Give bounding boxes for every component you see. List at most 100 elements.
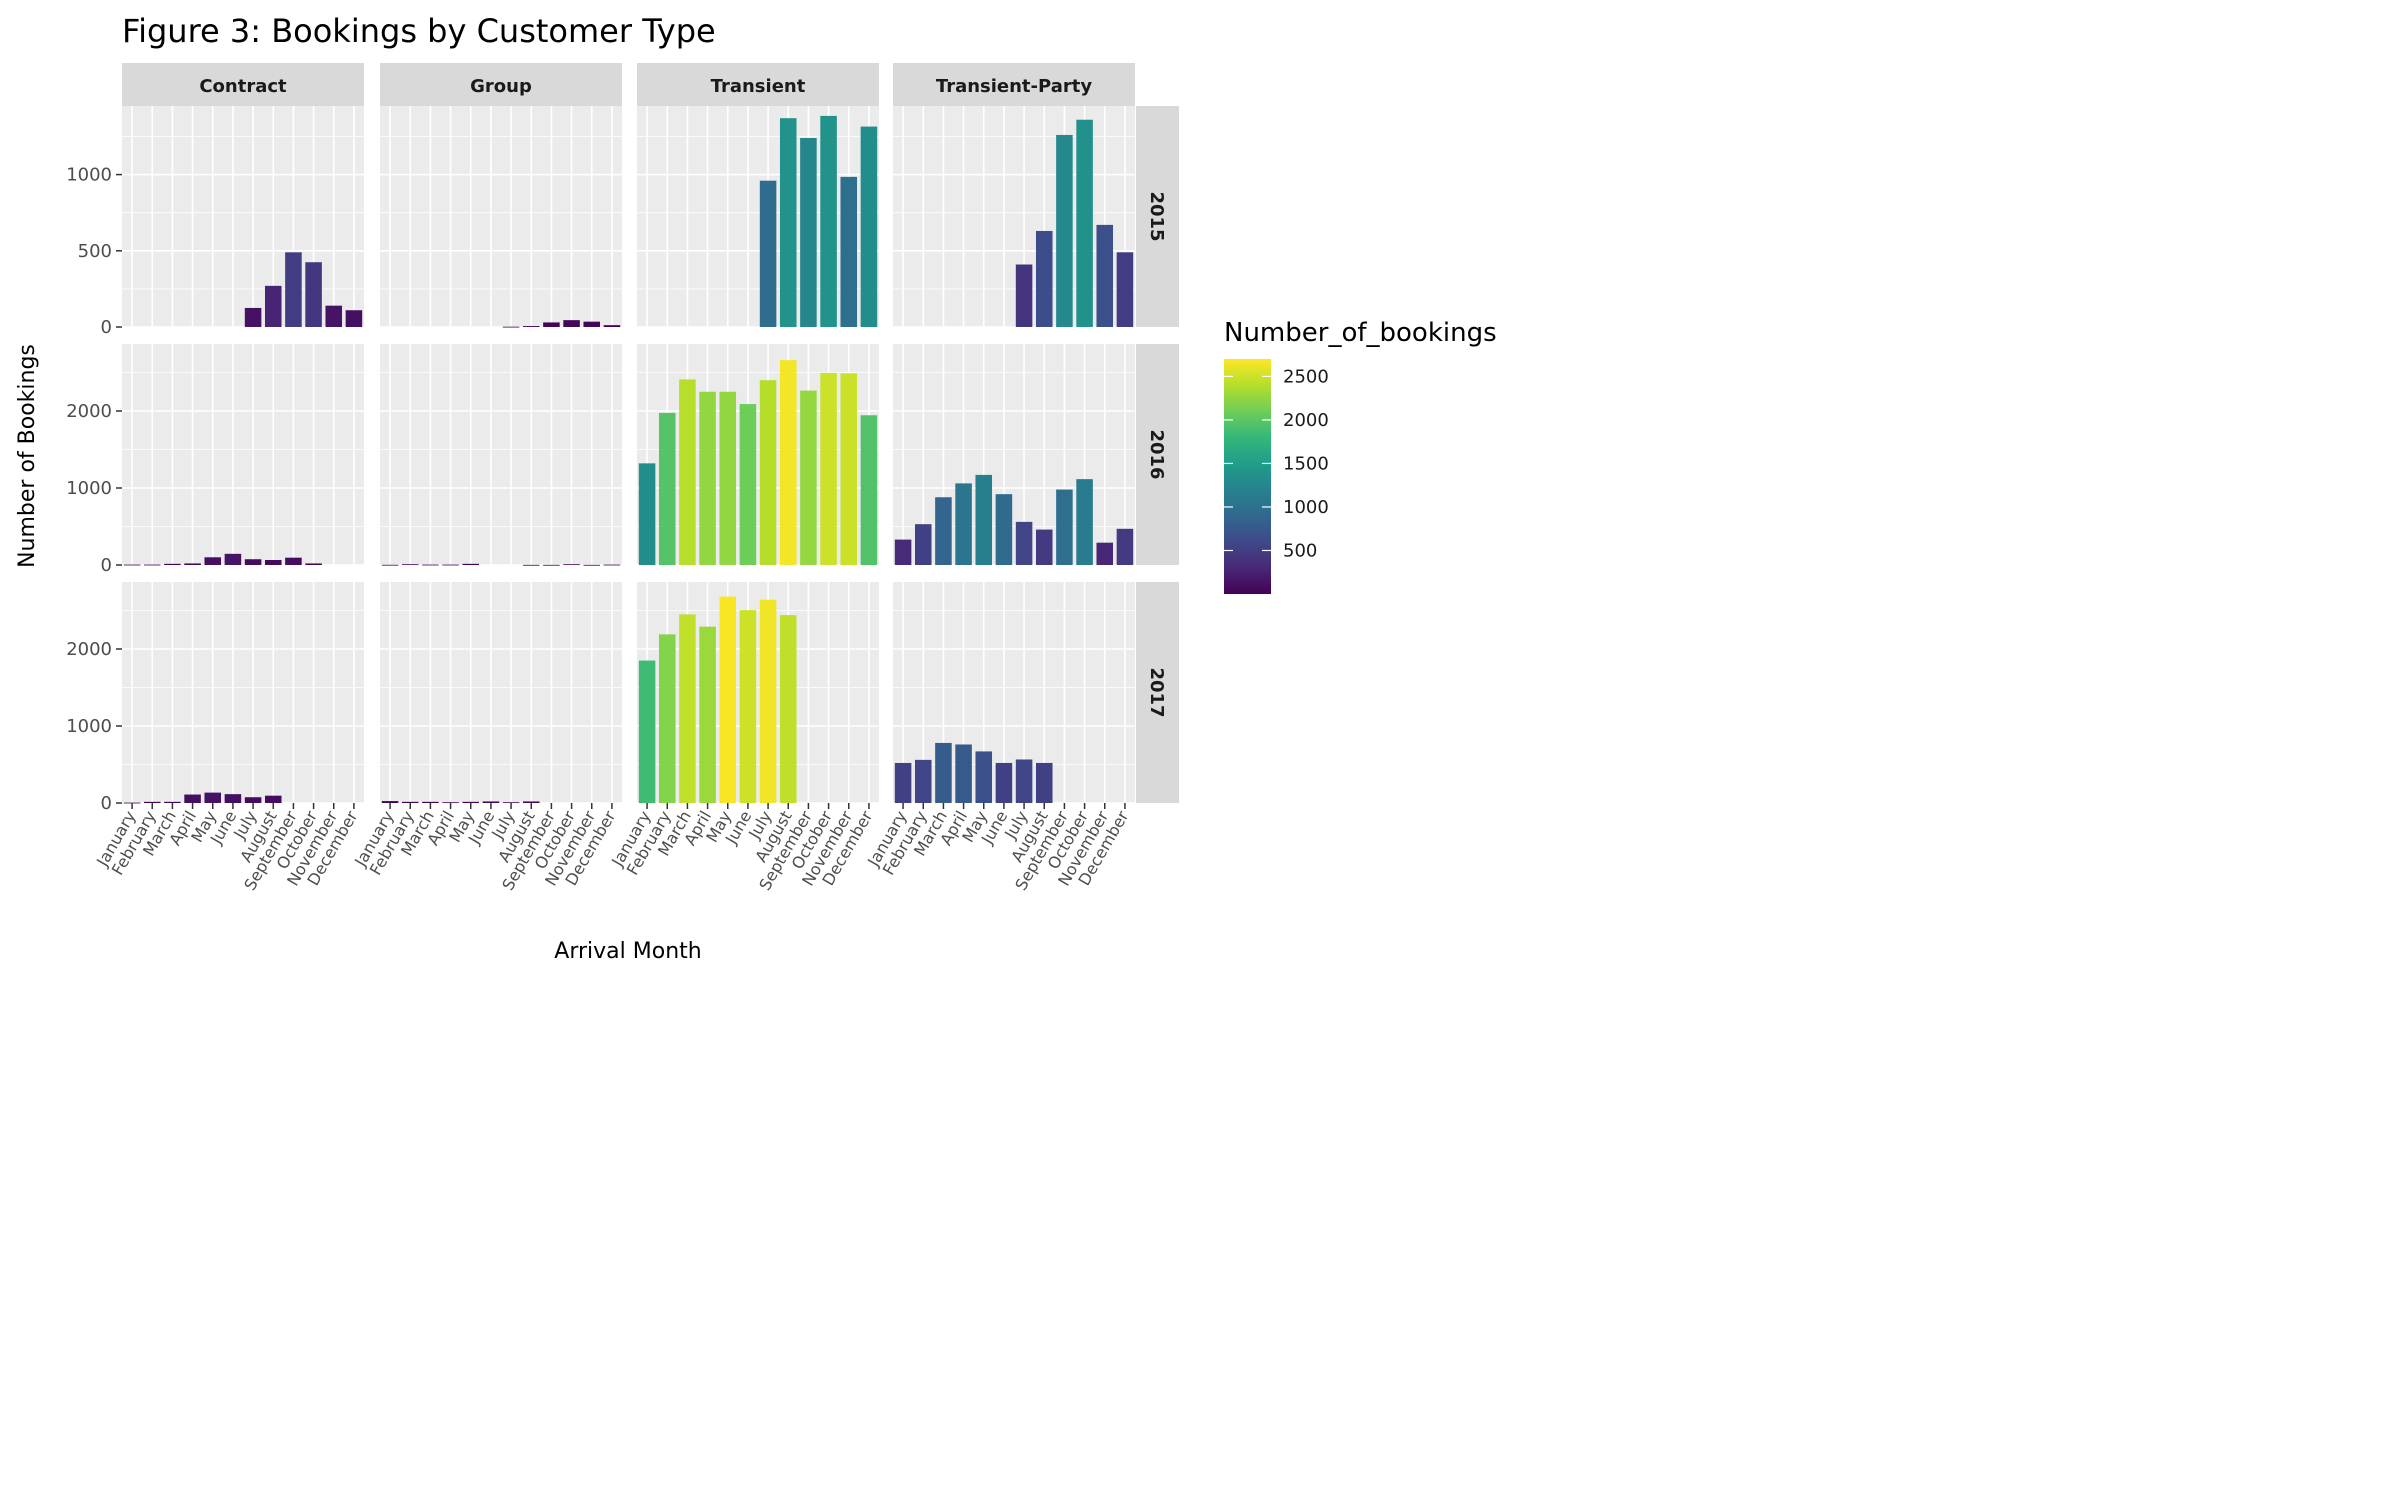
- bar: [719, 596, 737, 803]
- bar: [739, 610, 757, 803]
- bar: [638, 463, 656, 565]
- bar: [345, 310, 363, 327]
- bar: [1096, 542, 1114, 565]
- facet-strip-contract: [122, 63, 364, 106]
- y-tick-label: 1000: [66, 165, 112, 186]
- bar: [840, 373, 858, 565]
- panel-background: [637, 344, 879, 565]
- y-tick-label: 500: [78, 241, 112, 262]
- bar: [244, 797, 262, 803]
- bar: [679, 379, 696, 565]
- bar: [658, 634, 676, 803]
- bar: [699, 626, 716, 803]
- bar: [164, 563, 181, 565]
- y-tick-label: 2000: [66, 639, 112, 660]
- panel-background: [893, 344, 1135, 565]
- bar: [285, 252, 302, 327]
- bar: [462, 563, 480, 565]
- bar: [401, 801, 419, 803]
- panel-background: [122, 106, 364, 327]
- bar: [502, 326, 520, 328]
- facet-strip-label: 2016: [1146, 429, 1167, 479]
- bar: [914, 759, 932, 803]
- bar: [975, 751, 993, 803]
- panel-background: [380, 344, 622, 565]
- bar: [658, 412, 676, 565]
- bar: [563, 320, 580, 327]
- facet-strip-2017: [1136, 582, 1179, 803]
- bar: [914, 524, 932, 565]
- bar: [995, 762, 1013, 803]
- facet-strip-label: 2017: [1146, 667, 1167, 717]
- bar: [955, 483, 972, 565]
- bar: [143, 801, 161, 803]
- bar: [1035, 529, 1053, 565]
- chart-title: Figure 3: Bookings by Customer Type: [122, 12, 716, 50]
- facet-strip-2016: [1136, 344, 1179, 565]
- bar: [739, 404, 757, 565]
- bar: [381, 564, 399, 566]
- bar: [779, 360, 797, 565]
- bar: [894, 762, 912, 803]
- panel-background: [122, 344, 364, 565]
- facet-strip-label: Contract: [199, 76, 287, 97]
- bar: [462, 801, 480, 803]
- bar: [638, 660, 656, 803]
- legend-label: 1500: [1283, 453, 1329, 474]
- color-legend: Number_of_bookings 500 1000 1500 2000 2500: [1224, 318, 1497, 594]
- bar: [204, 792, 222, 803]
- bar: [779, 118, 797, 327]
- bar: [935, 497, 952, 565]
- bar: [264, 559, 282, 565]
- bar: [603, 325, 621, 327]
- bar: [699, 391, 716, 565]
- bar: [305, 262, 322, 327]
- bar: [381, 801, 399, 803]
- bar: [482, 801, 500, 803]
- bar: [1076, 119, 1093, 327]
- faceted-bar-chart: Figure 3: Bookings by Customer Type Numb…: [15, 12, 1497, 964]
- facet-strip-label: Transient: [711, 76, 806, 97]
- bar: [1076, 479, 1093, 565]
- bar: [264, 795, 282, 803]
- y-tick-label: 1000: [66, 478, 112, 499]
- bar: [759, 380, 777, 565]
- bar: [679, 614, 696, 803]
- bar: [184, 563, 201, 565]
- bar: [1116, 528, 1134, 565]
- bar: [820, 372, 837, 565]
- panel-background: [637, 582, 879, 803]
- facet-strip-transient: [637, 63, 879, 106]
- bar: [123, 564, 141, 566]
- panel-background: [893, 106, 1135, 327]
- bar: [543, 322, 560, 327]
- bar: [543, 564, 560, 566]
- bar: [860, 126, 878, 327]
- bar: [502, 802, 520, 804]
- y-tick-label: 2000: [66, 401, 112, 422]
- bar: [894, 539, 912, 565]
- bar: [603, 564, 621, 566]
- panel-background: [122, 582, 364, 803]
- bar: [1056, 134, 1073, 327]
- panel-background: [893, 582, 1135, 803]
- facet-strip-label: Group: [470, 76, 532, 97]
- bar: [204, 557, 222, 565]
- bar: [860, 415, 878, 565]
- facet-strip-2015: [1136, 106, 1179, 327]
- bar: [955, 744, 972, 803]
- panel-background: [637, 106, 879, 327]
- bar: [224, 794, 242, 803]
- facet-panels: Contract Group Transient Transient-Party 201…: [66, 63, 1179, 894]
- bar: [522, 564, 540, 566]
- bar: [522, 326, 540, 327]
- y-tick-label: 0: [101, 793, 112, 814]
- panel-background: [380, 582, 622, 803]
- bar: [995, 494, 1013, 565]
- legend-label: 2000: [1283, 410, 1329, 431]
- bar: [1015, 759, 1033, 803]
- bar: [522, 801, 540, 803]
- bar: [820, 115, 837, 328]
- bar: [1015, 264, 1033, 327]
- bar: [422, 801, 439, 803]
